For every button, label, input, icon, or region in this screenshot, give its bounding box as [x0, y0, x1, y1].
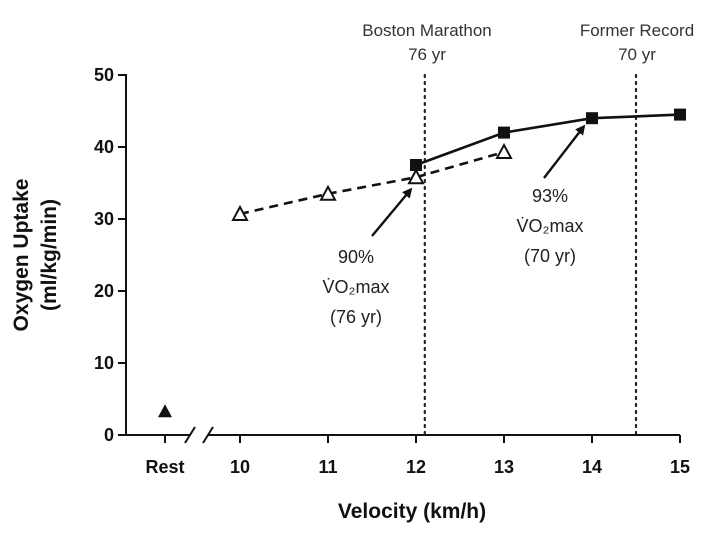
annot-76-line-0: 90% [338, 247, 374, 267]
series-1-point-1 [319, 184, 337, 201]
axis-break-mark-right [202, 426, 214, 444]
annotations-layer: 90% V̇O₂max (76 yr) 93% V̇O₂max (70 yr) [323, 124, 586, 327]
x-tick-label-11: 11 [318, 457, 337, 477]
annot-70-arrow [543, 124, 586, 179]
series-0-point-3 [674, 108, 686, 121]
reference-label-1-line-1: 70 yr [618, 45, 656, 64]
reference-label-1-line-0: Former Record [580, 21, 694, 40]
x-tick-label-13: 13 [494, 457, 514, 477]
y-tick-label-50: 50 [94, 65, 114, 85]
annot-76-line-2: (76 yr) [330, 307, 382, 327]
x-tick-label-12: 12 [406, 457, 426, 477]
annot-76-line-1: V̇O₂max [323, 277, 390, 297]
series-1-point-0 [231, 204, 249, 221]
y-axis-title-line-0: Oxygen Uptake [10, 179, 33, 332]
annot-70-line-2: (70 yr) [524, 246, 576, 266]
y-axis-title-line-1: (ml/kg/min) [38, 199, 61, 311]
annot-76-arrow [371, 187, 413, 237]
x-tick-label-rest: Rest [145, 457, 184, 477]
axes-layer: 0 10 20 30 40 50 Oxygen Uptake (ml/kg/min) Rest 1… [10, 65, 690, 523]
y-tick-label-30: 30 [94, 209, 114, 229]
reference-label-0-line-0: Boston Marathon [362, 21, 491, 40]
y-tick-label-0: 0 [104, 425, 114, 445]
y-tick-label-10: 10 [94, 353, 114, 373]
series-0-line [415, 113, 681, 167]
annot-70-line-1: V̇O₂max [517, 216, 584, 236]
series-0-point-2 [586, 112, 598, 125]
annot-70-line-0: 93% [532, 186, 568, 206]
x-tick-label-14: 14 [582, 457, 602, 477]
x-tick-label-15: 15 [670, 457, 690, 477]
reference-label-0-line-1: 76 yr [408, 45, 446, 64]
x-axis-title: Velocity (km/h) [338, 500, 486, 523]
series-0-point-0 [410, 159, 422, 171]
axis-break-mark-left [184, 426, 196, 444]
series-1-point-3 [495, 142, 513, 160]
series-1-line [239, 150, 505, 216]
series-1-point-2 [407, 168, 425, 185]
rest-point [158, 404, 172, 418]
reference-lines-layer: Boston Marathon 76 yr Former Record 70 yr [362, 21, 694, 437]
series-layer [158, 108, 686, 418]
y-tick-label-40: 40 [94, 137, 114, 157]
series-0-point-1 [498, 126, 510, 139]
y-tick-label-20: 20 [94, 281, 114, 301]
x-tick-label-10: 10 [230, 457, 250, 477]
